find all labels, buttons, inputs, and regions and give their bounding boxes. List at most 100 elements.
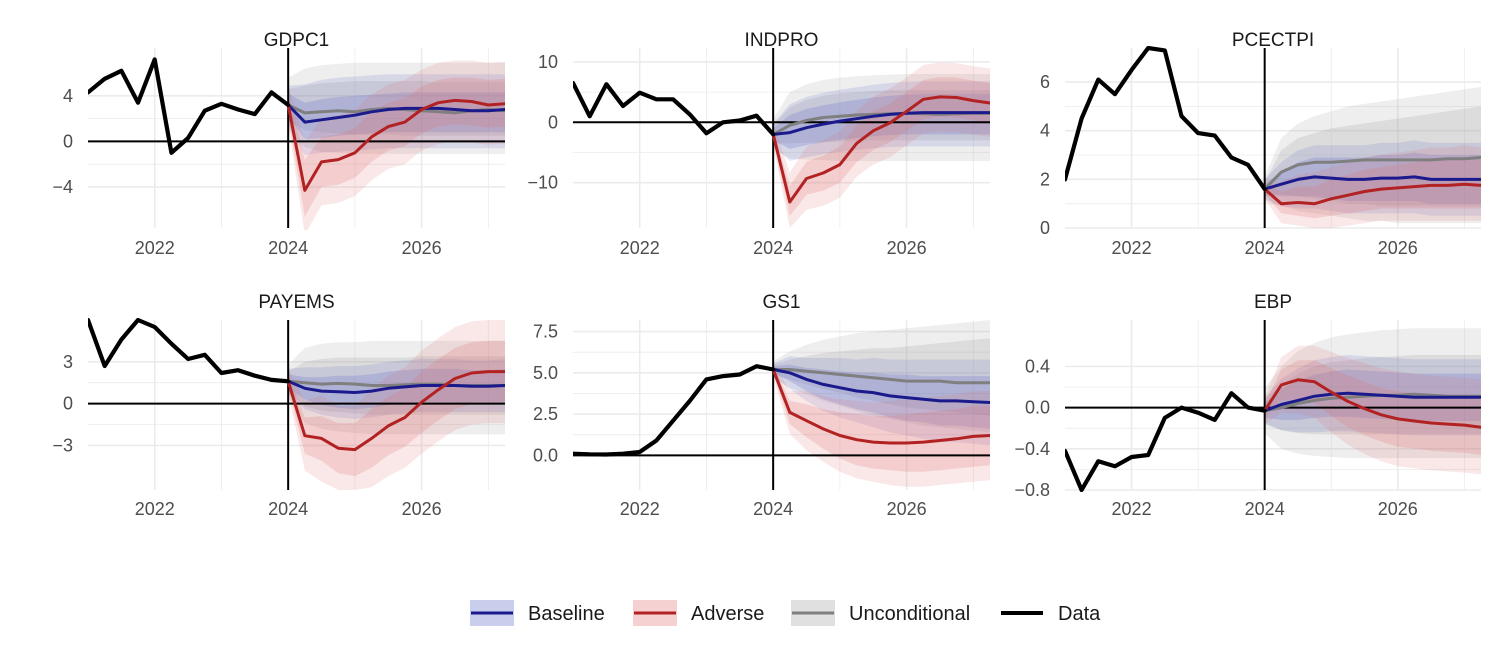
band68-unconditional	[1264, 106, 1481, 207]
series-line-unconditional	[771, 368, 990, 385]
uncertainty-bands	[288, 320, 505, 490]
forecast-lines	[771, 368, 990, 445]
band68-adverse	[773, 366, 990, 472]
band90-adverse	[288, 60, 505, 230]
x-tick-label: 2022	[1112, 238, 1152, 258]
x-tick-label: 2026	[887, 238, 927, 258]
band68-baseline	[288, 92, 505, 140]
series-line-data	[1065, 46, 1267, 192]
band90-unconditional	[1264, 86, 1481, 224]
panel-gs1: GS1 0.0 2.5 5.0 7.5 2022 2024 2026	[533, 292, 990, 519]
series-line-data	[573, 80, 776, 137]
series-line-data	[1065, 391, 1267, 492]
x-tick-label: 2024	[753, 238, 793, 258]
panel-title: PCECTPI	[1232, 30, 1314, 51]
forecast-lines	[1263, 378, 1481, 429]
series-line-unconditional	[1263, 156, 1481, 191]
series-line-adverse	[1263, 182, 1481, 206]
forecast-lines	[286, 98, 505, 192]
y-tick-label: 2.5	[533, 404, 558, 424]
x-tick-label: 2026	[402, 499, 442, 519]
y-tick-label: −10	[527, 173, 558, 193]
series-line-data	[573, 364, 776, 457]
band90-adverse	[1264, 145, 1481, 228]
forecast-lines	[1263, 156, 1481, 206]
y-tick-label: −4	[52, 177, 73, 197]
series-line-baseline	[286, 379, 505, 394]
x-tick-label: 2024	[1245, 499, 1285, 519]
y-tick-label: −0.8	[1014, 480, 1050, 500]
y-tick-label: 0	[63, 131, 73, 151]
legend-item-adverse: Adverse	[633, 600, 764, 626]
series-line-baseline	[1263, 175, 1481, 191]
x-tick-label: 2026	[887, 499, 927, 519]
x-tick-label: 2026	[1378, 499, 1418, 519]
x-tick-label: 2026	[402, 238, 442, 258]
y-tick-label: 10	[538, 52, 558, 72]
x-tick-label: 2024	[268, 499, 308, 519]
band90-adverse	[773, 62, 990, 228]
legend-label: Unconditional	[849, 603, 970, 625]
band90-baseline	[773, 81, 990, 161]
series-line-baseline	[1263, 391, 1481, 413]
y-tick-label: 4	[63, 86, 73, 106]
forecast-lines	[286, 370, 505, 452]
series-line-baseline	[771, 368, 990, 404]
uncertainty-bands	[288, 60, 505, 230]
x-tick-label: 2022	[620, 238, 660, 258]
series-line-data	[88, 318, 291, 384]
series-line-adverse	[771, 368, 990, 445]
y-tick-label: 2	[1040, 169, 1050, 189]
panel-title: PAYEMS	[258, 292, 334, 313]
legend-item-unconditional: Unconditional	[791, 600, 970, 626]
panel-title: EBP	[1254, 292, 1292, 313]
panel-pcectpi: PCECTPI 0 2 4 6 2022 2024 2026	[1040, 30, 1481, 258]
band90-unconditional	[1264, 328, 1481, 459]
y-tick-label: 3	[63, 352, 73, 372]
series-line-baseline	[286, 103, 505, 124]
panel-title: GDPC1	[264, 30, 329, 51]
y-tick-label: 0	[1040, 218, 1050, 238]
x-tick-label: 2022	[1112, 499, 1152, 519]
x-tick-label: 2022	[620, 499, 660, 519]
legend-item-data: Data	[1001, 603, 1101, 625]
gridlines	[88, 48, 505, 228]
series-line-adverse	[1263, 378, 1481, 429]
uncertainty-bands	[773, 320, 990, 487]
panel-payems: PAYEMS −3 0 3 2022 2024 2026	[52, 292, 505, 519]
band90-baseline	[773, 356, 990, 446]
y-tick-label: 0.0	[533, 445, 558, 465]
x-tick-label: 2026	[1378, 238, 1418, 258]
band90-unconditional	[773, 74, 990, 161]
y-tick-label: 0.4	[1025, 356, 1050, 376]
legend-label: Data	[1058, 603, 1101, 625]
y-tick-label: 0	[63, 394, 73, 414]
x-tick-label: 2022	[135, 499, 175, 519]
legend-label: Baseline	[528, 603, 605, 625]
y-tick-label: 0.0	[1025, 398, 1050, 418]
legend: Baseline Adverse Unconditional Data	[470, 600, 1101, 626]
y-tick-label: 7.5	[533, 322, 558, 342]
y-tick-label: 6	[1040, 72, 1050, 92]
panel-title: INDPRO	[745, 30, 819, 51]
y-tick-label: 4	[1040, 121, 1050, 141]
series-line-baseline	[771, 111, 990, 136]
band90-unconditional	[773, 320, 990, 433]
band90-baseline	[288, 74, 505, 156]
panel-ebp: EBP −0.8 −0.4 0.0 0.4 2022 2024 2026	[1014, 292, 1481, 519]
y-tick-label: −3	[52, 435, 73, 455]
x-tick-label: 2022	[135, 238, 175, 258]
y-tick-label: −0.4	[1014, 439, 1050, 459]
legend-item-baseline: Baseline	[470, 600, 605, 626]
series-line-adverse	[286, 370, 505, 452]
band68-adverse	[288, 340, 505, 477]
series-line-data	[88, 57, 291, 155]
legend-label: Adverse	[691, 603, 764, 625]
x-tick-label: 2024	[268, 238, 308, 258]
series-line-adverse	[286, 98, 505, 192]
panel-indpro: INDPRO −10 0 10 2022 2024 2026	[527, 30, 990, 258]
x-tick-label: 2024	[1245, 238, 1285, 258]
series-line-adverse	[771, 95, 990, 204]
